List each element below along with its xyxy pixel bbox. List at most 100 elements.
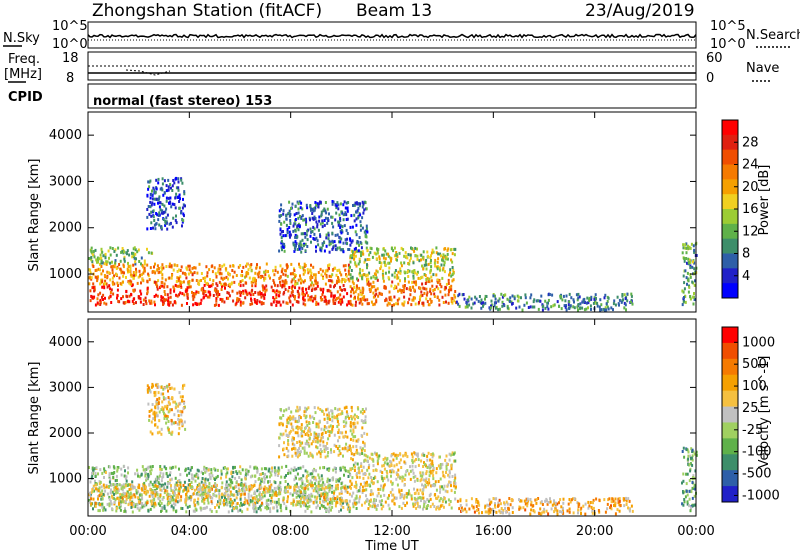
data-cell [399,476,402,480]
data-cell [299,450,302,454]
data-cell [447,282,450,285]
data-cell [575,293,578,297]
data-cell [97,489,100,493]
data-cell [302,266,305,270]
data-cell [598,510,601,514]
data-cell [447,498,450,502]
data-cell [365,246,368,250]
data-cell [213,467,216,471]
data-cell [366,263,368,267]
data-cell [425,287,428,291]
data-cell [92,484,95,488]
data-cell [332,468,335,472]
data-cell [529,512,532,516]
noise-left-scale-top: 10^5 [52,19,88,34]
data-cell [433,288,436,291]
data-cell [120,250,123,254]
data-cell [291,447,293,451]
data-cell [305,291,308,295]
data-cell [220,282,223,286]
data-cell [518,498,520,502]
data-cell [398,490,401,494]
data-cell [409,253,412,257]
data-cell [445,257,447,261]
data-cell [618,509,621,513]
data-cell [430,300,433,304]
data-cell [536,299,539,303]
data-cell [435,251,438,255]
data-cell [186,267,189,271]
data-cell [350,486,352,490]
data-cell [167,492,169,496]
data-cell [298,242,301,246]
data-cell [251,499,254,503]
data-cell [126,490,129,494]
data-cell [489,306,492,310]
data-cell [300,496,302,500]
data-cell [265,499,268,503]
data-cell [335,478,338,482]
data-cell [359,224,362,228]
data-cell [543,510,546,514]
data-cell [412,276,415,280]
data-cell [499,502,502,506]
data-cell [494,294,496,298]
data-cell [431,462,434,466]
data-cell [349,285,352,289]
data-cell [404,504,407,507]
data-cell [188,268,191,272]
data-cell [350,494,353,498]
data-cell [590,307,592,311]
data-cell [339,202,342,206]
data-cell [236,297,239,301]
data-cell [192,297,195,301]
data-cell [253,466,256,470]
data-cell [532,504,535,508]
data-cell [607,307,610,311]
data-cell [269,507,272,511]
data-cell [99,291,102,295]
data-cell [204,276,207,280]
data-cell [294,204,297,208]
data-cell [277,498,280,501]
data-cell [297,224,300,227]
data-cell [450,288,453,292]
cpid-text: normal (fast stereo) 153 [93,94,272,109]
data-cell [428,463,431,467]
data-cell [121,247,124,250]
data-cell [423,461,425,465]
data-cell [220,469,223,473]
data-cell [165,216,168,220]
data-cell [331,411,334,415]
data-cell [298,244,300,248]
data-cell [404,473,407,477]
data-cell [382,479,384,483]
data-cell [321,483,324,487]
freq-right-scale-top: 60 [706,51,723,66]
data-cell [547,307,550,311]
y-tick-label: 3000 [49,174,82,189]
data-cell [326,407,329,411]
data-cell [335,444,338,448]
data-cell [184,467,187,471]
data-cell [486,510,489,514]
data-cell [414,491,417,495]
data-cell [244,498,247,502]
data-cell [150,492,153,496]
data-cell [382,504,385,508]
data-cell [506,297,509,301]
data-cell [363,295,366,299]
data-cell [310,240,312,244]
data-cell [357,216,360,220]
data-cell [292,277,295,281]
data-cell [426,291,429,295]
data-cell [335,204,338,208]
data-cell [448,458,451,462]
data-cell [462,293,465,296]
data-cell [494,297,497,301]
data-cell [110,288,113,292]
data-cell [135,273,137,277]
data-cell [185,510,188,514]
data-cell [382,256,385,260]
data-cell [296,441,299,444]
